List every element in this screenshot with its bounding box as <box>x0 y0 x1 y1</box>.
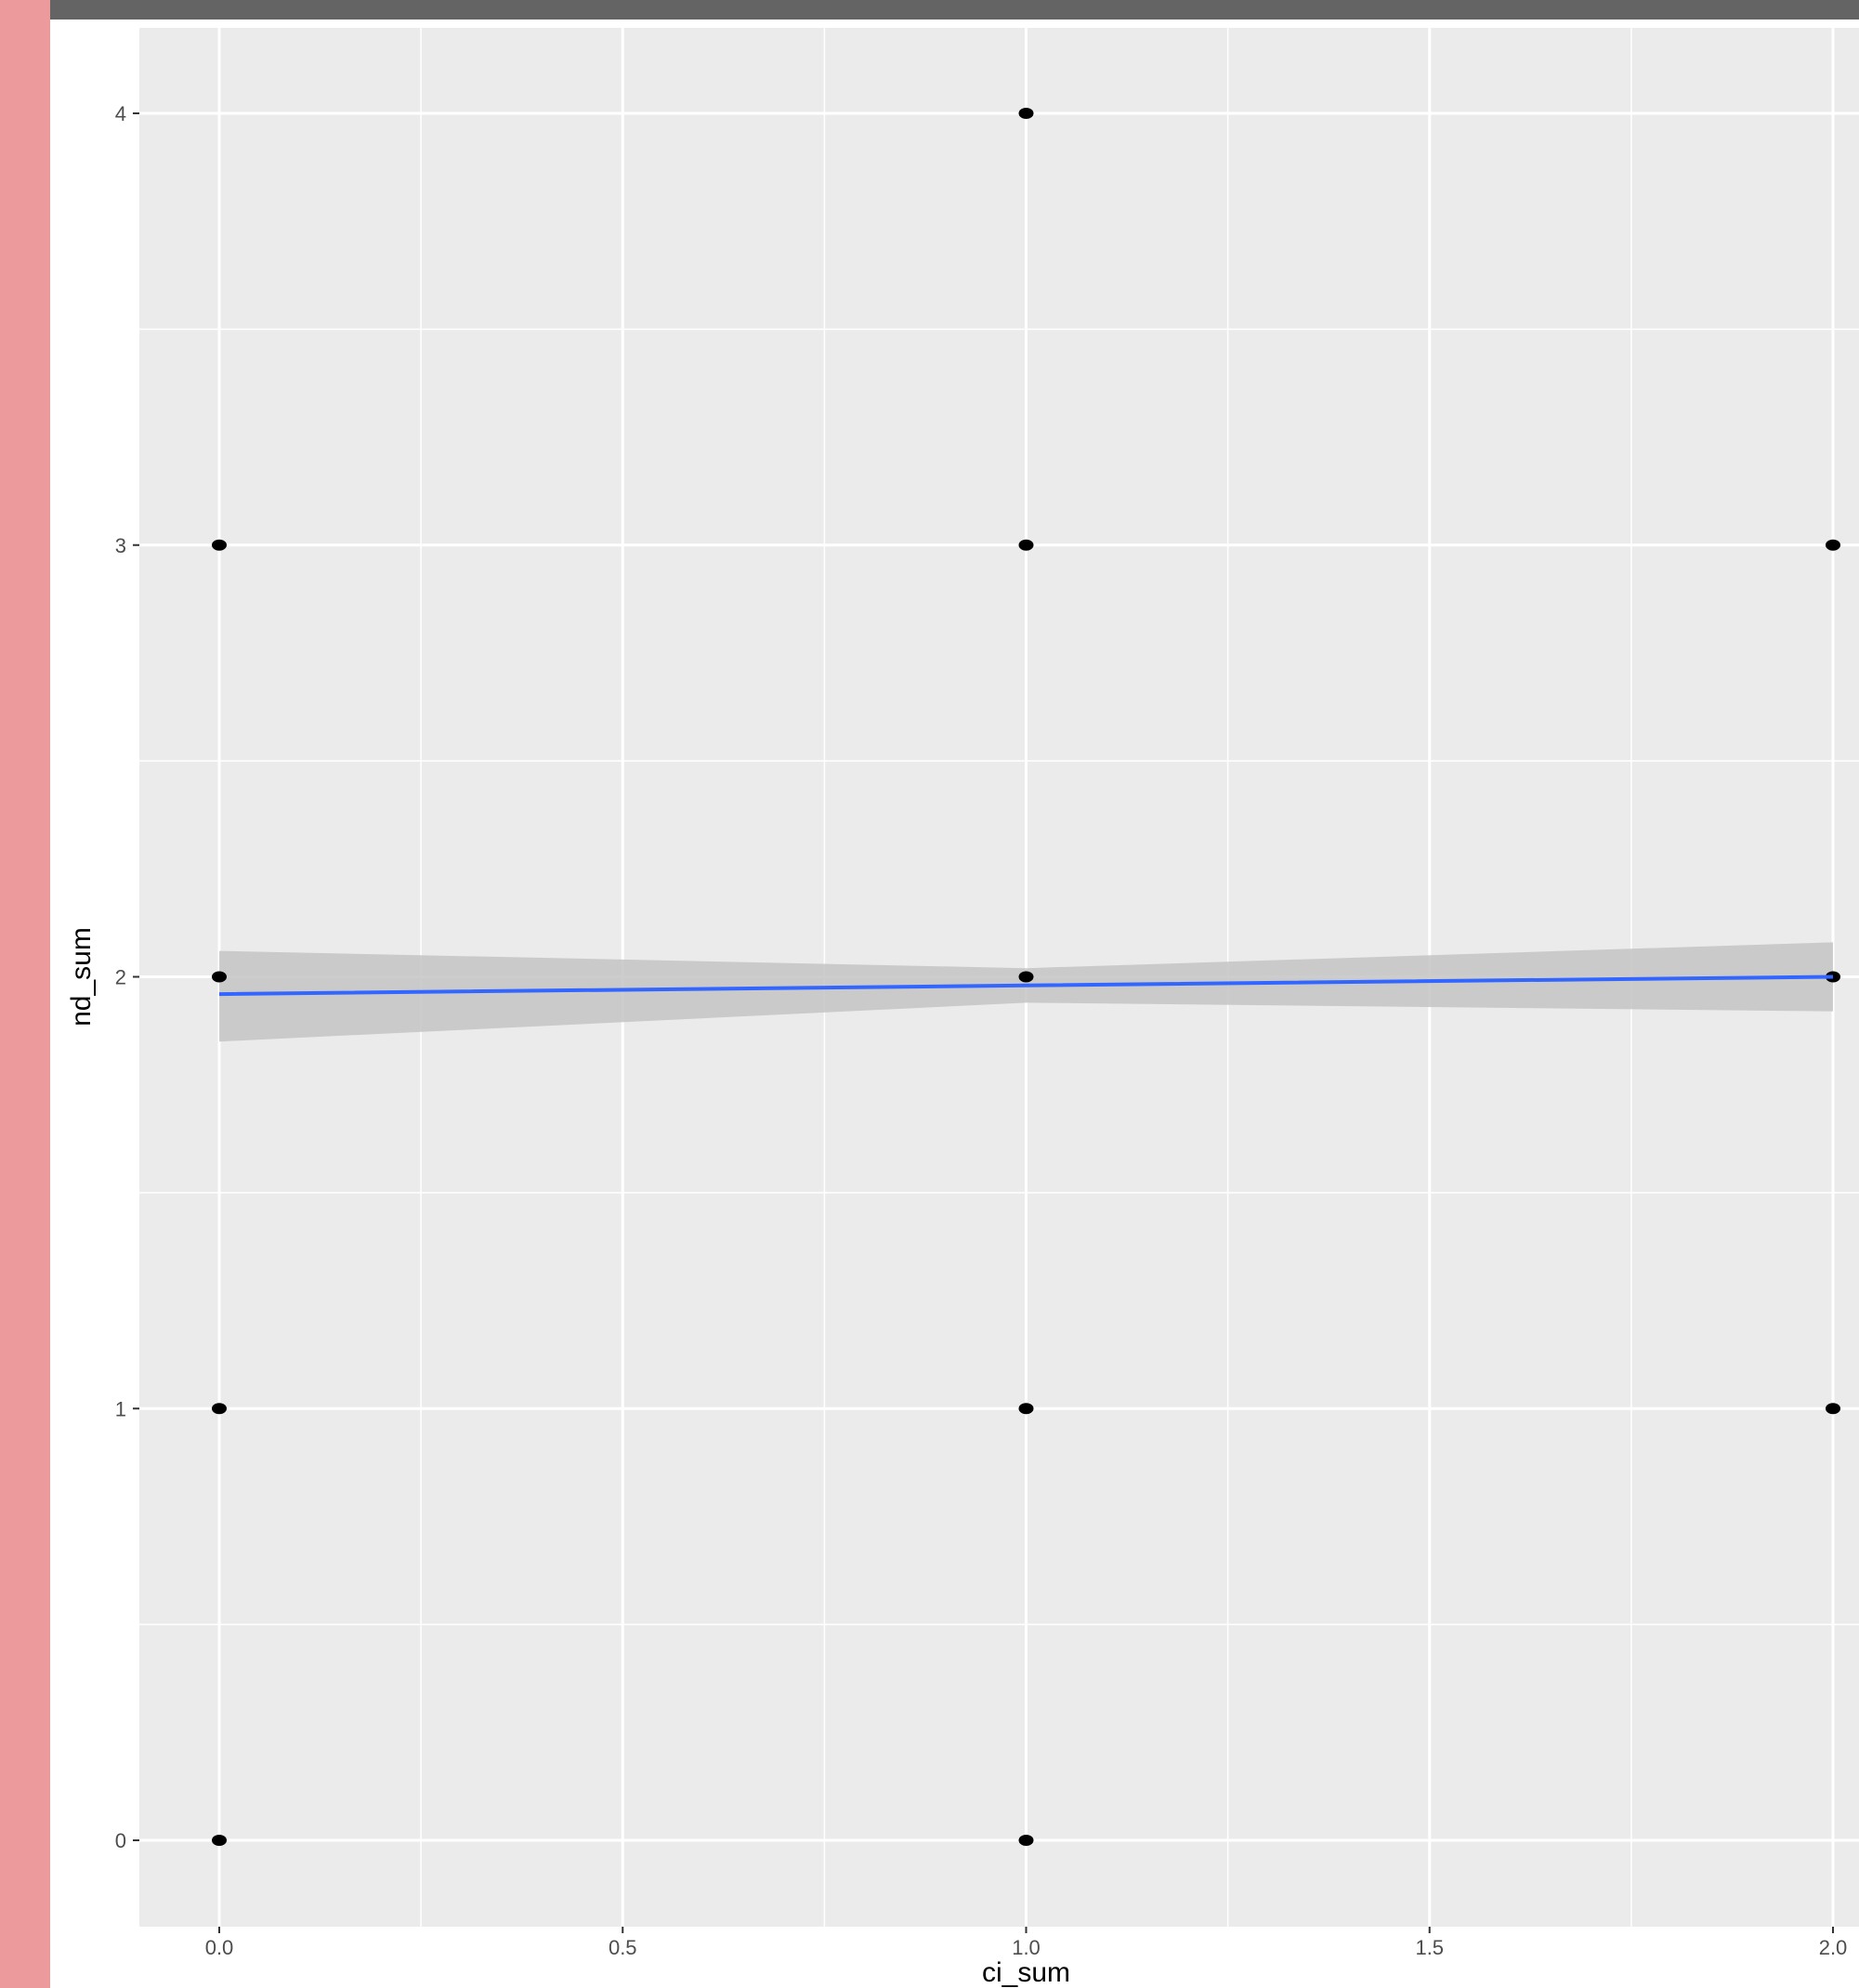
confidence-band <box>219 942 1833 1042</box>
y-axis: 0 1 2 3 4 <box>115 102 139 1852</box>
data-point <box>1826 1403 1840 1415</box>
data-point <box>1018 539 1034 551</box>
x-axis-title: ci_sum <box>982 1957 1070 1988</box>
y-tick-label: 1 <box>115 1397 126 1420</box>
data-point <box>1826 539 1840 551</box>
y-tick-label: 4 <box>115 102 126 125</box>
y-tick-label: 0 <box>115 1829 126 1852</box>
side-strip <box>0 0 50 1988</box>
y-tick-label: 3 <box>115 534 126 557</box>
data-point <box>212 539 227 551</box>
data-point <box>1018 1403 1034 1415</box>
y-tick-label: 2 <box>115 966 126 989</box>
data-point <box>212 971 227 983</box>
x-tick-label: 2.0 <box>1819 1936 1848 1959</box>
data-points <box>212 108 1840 1846</box>
x-tick-label: 0.5 <box>609 1936 637 1959</box>
data-point <box>1018 1835 1034 1846</box>
x-axis: 0.0 0.5 1.0 1.5 2.0 <box>205 1927 1848 1959</box>
data-point <box>212 1835 227 1846</box>
smooth-line <box>218 974 1834 997</box>
y-axis-title: nd_sum <box>66 927 97 1027</box>
data-point <box>1018 971 1034 983</box>
x-tick-label: 0.0 <box>205 1936 234 1959</box>
x-tick-label: 1.0 <box>1012 1936 1041 1959</box>
data-point <box>212 1403 227 1415</box>
x-tick-label: 1.5 <box>1415 1936 1444 1959</box>
top-bar <box>50 0 1859 20</box>
data-point <box>1018 108 1034 119</box>
